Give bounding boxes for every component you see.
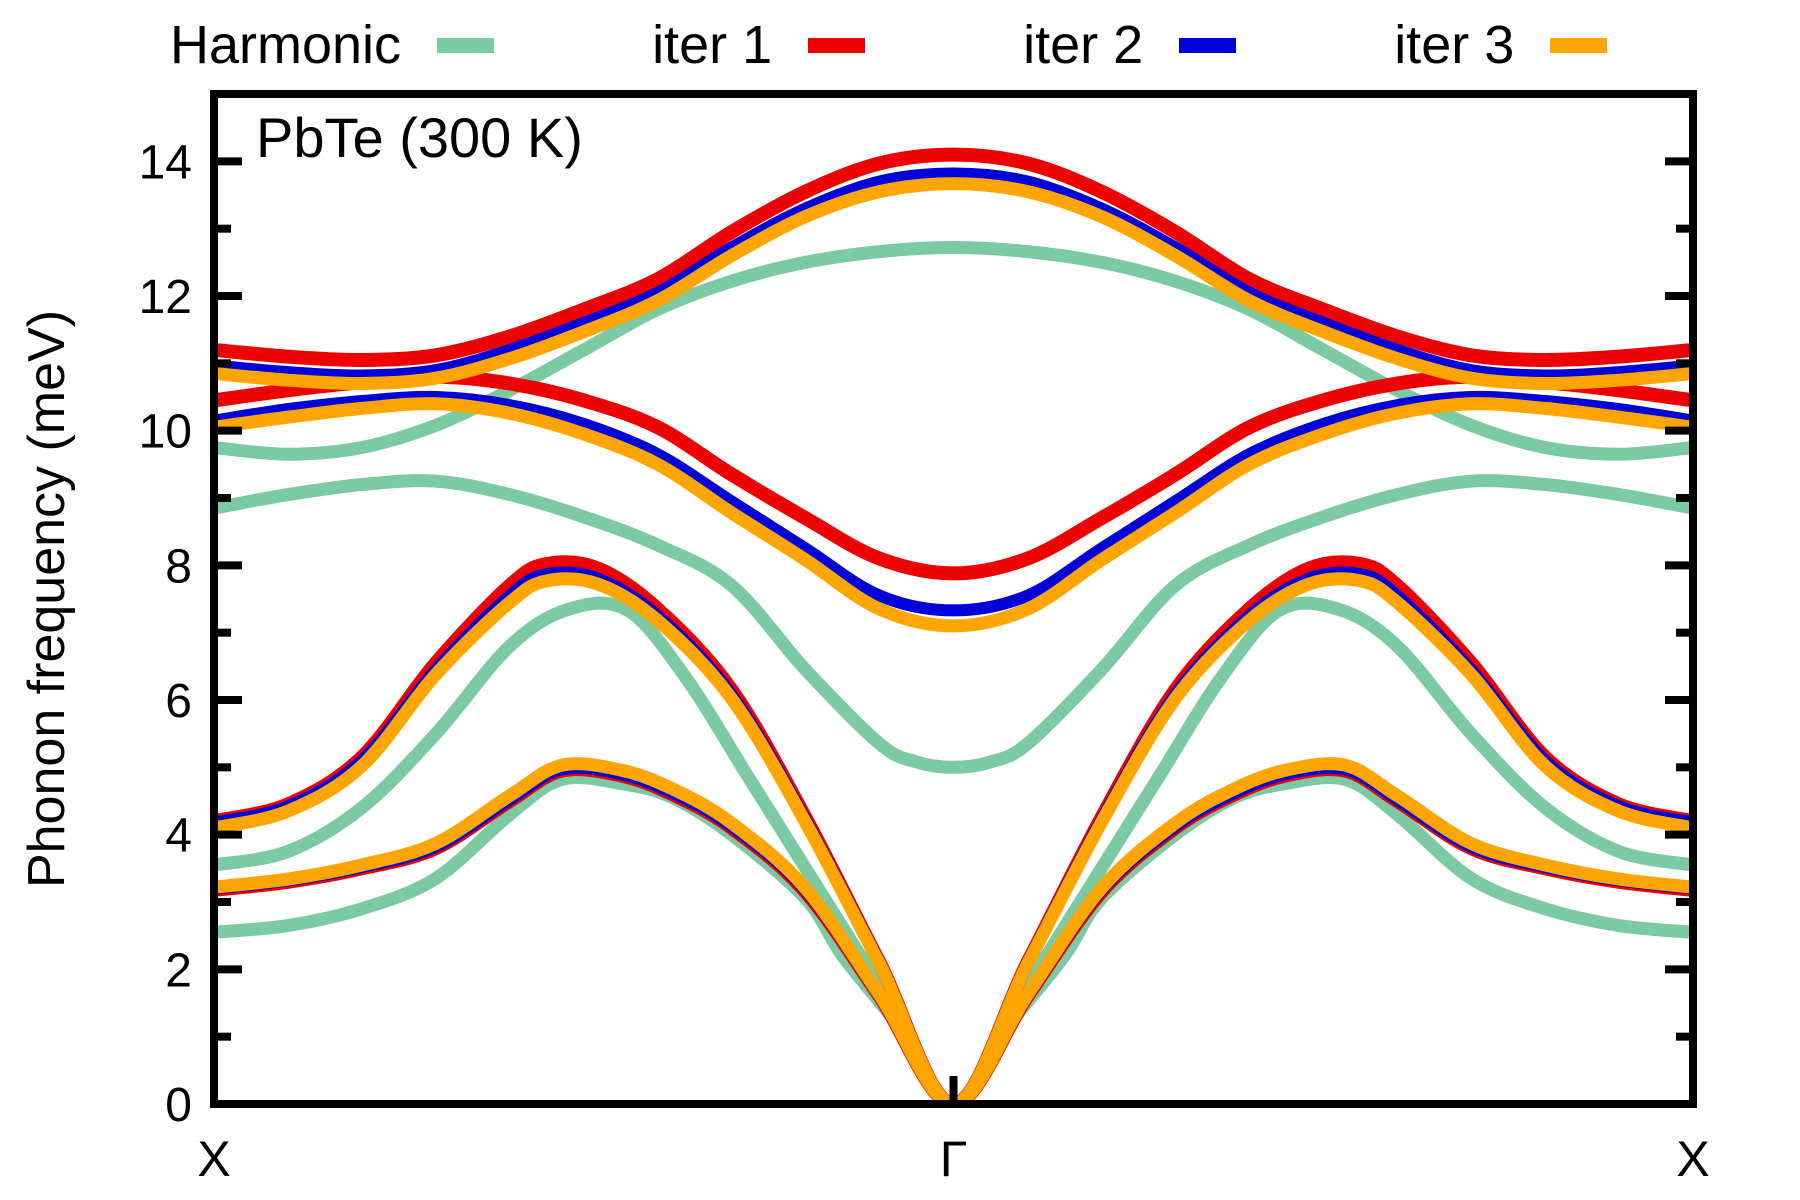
legend-item-iter2: iter 2 xyxy=(1023,15,1237,75)
curve-iter3-TA xyxy=(218,757,1689,1104)
curve-iter3-LO xyxy=(218,177,1689,391)
legend-swatch-iter3 xyxy=(1550,37,1608,53)
curve-iter2-TA xyxy=(218,761,1689,1104)
curve-Harmonic-TA xyxy=(218,771,1689,1104)
curve-iter1-TO xyxy=(218,369,1689,581)
y-tick-label: 4 xyxy=(165,810,192,863)
curve-Harmonic-LO xyxy=(218,241,1689,461)
legend-item-harmonic: Harmonic xyxy=(170,15,495,75)
x-tick-label: X xyxy=(1676,1131,1709,1187)
legend-label-harmonic: Harmonic xyxy=(170,15,402,75)
curve-iter3-TO xyxy=(218,397,1689,633)
plot-border xyxy=(210,90,1697,1108)
curve-Harmonic-LA xyxy=(218,596,1689,1104)
y-tick-label: 6 xyxy=(165,675,192,728)
legend-item-iter1: iter 1 xyxy=(652,15,866,75)
legend-item-iter3: iter 3 xyxy=(1394,15,1608,75)
legend-label-iter2: iter 2 xyxy=(1023,15,1144,75)
y-tick-label: 8 xyxy=(165,540,192,593)
legend-swatch-iter2 xyxy=(1179,37,1237,53)
y-tick-label: 14 xyxy=(139,136,192,189)
curve-iter1-LO xyxy=(218,147,1689,368)
curve-iter2-LO xyxy=(218,167,1689,382)
x-tick-label: X xyxy=(197,1131,230,1187)
y-tick-label: 2 xyxy=(165,944,192,997)
legend-label-iter1: iter 1 xyxy=(652,15,773,75)
legend-swatch-iter1 xyxy=(808,37,866,53)
legend-swatch-harmonic xyxy=(437,37,495,53)
curves-group xyxy=(218,147,1689,1104)
y-axis-label: Phonon frequency (meV) xyxy=(18,309,76,889)
y-tick-label: 10 xyxy=(139,406,192,459)
legend: Harmonic iter 1 iter 2 iter 3 xyxy=(170,6,1608,84)
curve-iter1-TA xyxy=(218,762,1689,1104)
curve-iter1-LA xyxy=(218,555,1689,1104)
curve-iter3-LA xyxy=(218,572,1689,1104)
curve-Harmonic-TO xyxy=(218,474,1689,774)
curve-iter2-TO xyxy=(218,390,1689,617)
plot-title: PbTe (300 K) xyxy=(256,106,583,169)
legend-label-iter3: iter 3 xyxy=(1394,15,1515,75)
y-tick-label: 12 xyxy=(139,271,192,324)
x-tick-label: Γ xyxy=(940,1131,968,1187)
y-tick-label: 0 xyxy=(165,1079,192,1132)
